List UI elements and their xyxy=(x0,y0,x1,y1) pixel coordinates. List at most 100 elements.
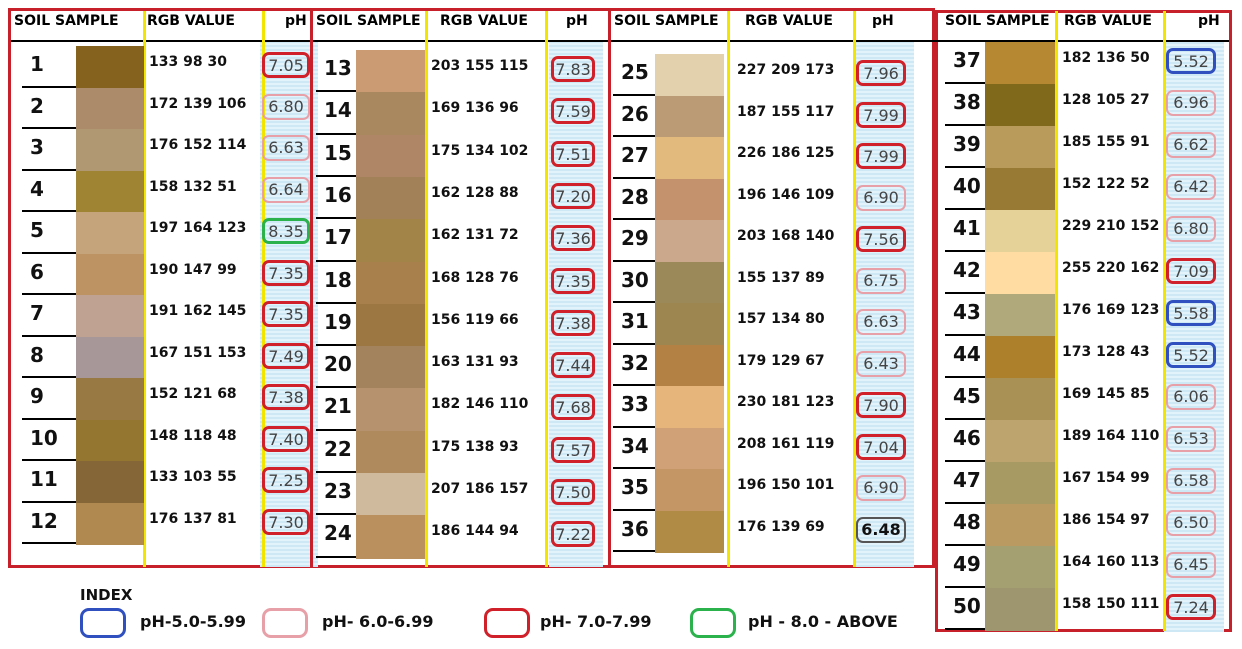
rgb-value: 189 164 110 xyxy=(1062,428,1160,444)
sample-number: 46 xyxy=(953,426,981,450)
sample-rule xyxy=(613,176,655,179)
ph-value-badge: 7.24 xyxy=(1166,594,1216,620)
ph-value-badge: 7.99 xyxy=(856,143,906,169)
rgb-value: 226 186 125 xyxy=(737,145,835,161)
soil-swatch xyxy=(985,168,1055,211)
ph-value-badge: 7.35 xyxy=(551,267,595,294)
sample-number: 13 xyxy=(324,56,352,80)
column-divider xyxy=(727,11,730,567)
sample-number: 23 xyxy=(324,479,352,503)
rgb-value: 172 139 106 xyxy=(149,95,247,112)
sample-number: 37 xyxy=(953,48,981,72)
ph-value-badge: 7.83 xyxy=(551,56,595,82)
sample-number: 1 xyxy=(30,52,44,76)
sample-rule xyxy=(945,418,985,420)
rgb-value: 176 139 69 xyxy=(737,518,825,535)
index-label: pH- 7.0-7.99 xyxy=(540,612,652,631)
soil-swatch xyxy=(76,170,144,213)
ph-value-badge: 7.59 xyxy=(551,98,595,125)
rgb-value: 196 150 101 xyxy=(737,477,835,493)
sample-number: 22 xyxy=(324,436,352,461)
column-divider xyxy=(262,11,265,567)
rgb-value: 197 164 123 xyxy=(149,220,247,236)
soil-swatch xyxy=(985,504,1055,547)
rgb-value: 182 146 110 xyxy=(431,396,529,413)
ph-value-badge: 6.06 xyxy=(1166,384,1216,410)
column-divider xyxy=(853,11,856,567)
rgb-value: 163 131 93 xyxy=(431,354,519,371)
rgb-value: 155 137 89 xyxy=(737,269,825,286)
sample-rule xyxy=(945,292,985,294)
ph-value-badge: 6.50 xyxy=(1166,510,1216,536)
sample-rule xyxy=(316,386,356,389)
ph-value-badge: 6.80 xyxy=(1166,216,1216,242)
sample-rule xyxy=(945,586,985,588)
soil-swatch xyxy=(356,515,425,559)
sample-rule xyxy=(945,124,985,126)
soil-swatch xyxy=(356,430,425,474)
ph-value-badge: 7.99 xyxy=(856,101,906,128)
sample-rule xyxy=(22,293,76,295)
rgb-value: 230 181 123 xyxy=(737,394,835,410)
sample-rule xyxy=(22,85,76,88)
ph-value-badge: 5.58 xyxy=(1166,300,1216,326)
index-swatch-alk xyxy=(690,608,736,638)
group-divider xyxy=(310,8,313,568)
sample-rule xyxy=(22,168,76,171)
rgb-value: 173 128 43 xyxy=(1062,344,1150,360)
sample-number: 19 xyxy=(324,309,352,334)
ph-value-badge: 7.40 xyxy=(262,425,310,452)
sample-number: 6 xyxy=(30,259,44,284)
soil-swatch xyxy=(76,212,144,255)
ph-value-badge: 7.68 xyxy=(551,394,595,421)
ph-value-badge: 7.05 xyxy=(262,52,310,78)
rgb-value: 158 150 111 xyxy=(1062,596,1160,612)
ph-value-badge: 7.22 xyxy=(551,521,595,548)
sample-rule xyxy=(22,127,76,129)
rgb-value: 158 132 51 xyxy=(149,178,237,195)
rgb-value: 255 220 162 xyxy=(1062,260,1160,276)
sample-number: 18 xyxy=(324,267,352,292)
column-header: RGB VALUE xyxy=(147,13,235,29)
ph-value-badge: 6.64 xyxy=(262,176,310,203)
ph-value-badge: 6.63 xyxy=(856,309,906,335)
sample-number: 16 xyxy=(324,182,352,207)
sample-rule xyxy=(316,428,356,431)
rgb-value: 157 134 80 xyxy=(737,311,825,327)
table-frame-right xyxy=(935,10,1232,632)
soil-swatch xyxy=(76,253,144,296)
column-header: pH xyxy=(1198,13,1220,29)
column-header: RGB VALUE xyxy=(440,13,528,29)
group-divider xyxy=(608,8,611,568)
ph-value-badge: 8.35 xyxy=(262,218,310,244)
column-header: pH xyxy=(566,13,588,29)
sample-number: 28 xyxy=(621,184,649,209)
rgb-value: 196 146 109 xyxy=(737,186,835,203)
ph-value-badge: 7.96 xyxy=(856,60,906,86)
soil-swatch xyxy=(985,336,1055,379)
sample-number: 5 xyxy=(30,218,44,242)
sample-rule xyxy=(22,542,76,544)
soil-swatch xyxy=(655,469,724,512)
ph-value-badge: 6.48 xyxy=(856,516,906,543)
sample-number: 10 xyxy=(30,425,58,450)
column-header: SOIL SAMPLE xyxy=(614,13,719,29)
soil-swatch xyxy=(76,378,144,421)
index-swatch-mid xyxy=(262,608,308,638)
ph-value-badge: 6.58 xyxy=(1166,468,1216,494)
sample-number: 38 xyxy=(953,90,981,114)
ph-value-badge: 6.42 xyxy=(1166,174,1216,200)
rgb-value: 152 121 68 xyxy=(149,386,237,402)
table-frame xyxy=(8,8,935,568)
column-header: SOIL SAMPLE xyxy=(945,13,1050,29)
ph-value-badge: 6.80 xyxy=(262,93,310,120)
soil-swatch xyxy=(985,294,1055,337)
rgb-value: 176 152 114 xyxy=(149,137,247,153)
soil-swatch xyxy=(655,137,724,180)
soil-swatch xyxy=(985,42,1055,85)
column-divider xyxy=(1163,11,1166,631)
soil-swatch xyxy=(985,420,1055,463)
column-header: pH xyxy=(872,13,894,29)
soil-swatch xyxy=(76,461,144,504)
sample-number: 27 xyxy=(621,143,649,167)
